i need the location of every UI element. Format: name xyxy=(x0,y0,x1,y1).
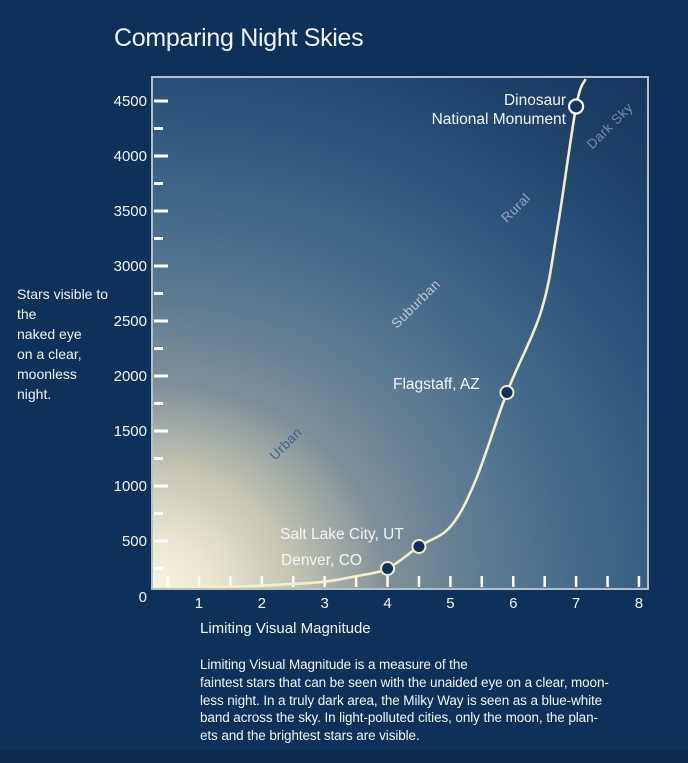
caption-text: Limiting Visual Magnitude is a measure o… xyxy=(200,657,609,744)
point-label-dinosaur-national-monument: Dinosaur National Monument xyxy=(432,92,567,128)
data-point-dinosaur-national-monument xyxy=(567,98,585,115)
data-point-flagstaff-az xyxy=(499,385,515,400)
y-tick-label-2500: 2500 xyxy=(114,313,147,330)
x-tick-label-6: 6 xyxy=(509,595,517,612)
region-label-rural: Rural xyxy=(498,190,533,225)
y-tick-label-500: 500 xyxy=(122,533,147,550)
y-tick-label-4500: 4500 xyxy=(114,93,147,110)
bottom-strip xyxy=(0,751,688,763)
region-label-dark-sky: Dark Sky xyxy=(584,100,636,152)
point-label-salt-lake-city-ut: Salt Lake City, UT xyxy=(280,526,404,543)
x-tick-label-3: 3 xyxy=(320,595,328,612)
x-tick-label-8: 8 xyxy=(635,595,643,612)
x-tick-label-5: 5 xyxy=(446,595,454,612)
point-label-denver-co: Denver, CO xyxy=(281,552,362,569)
y-tick-label-3500: 3500 xyxy=(114,203,147,220)
y-tick-label-2000: 2000 xyxy=(114,368,147,385)
star-visibility-curve xyxy=(154,78,587,588)
data-point-denver-co xyxy=(380,561,396,576)
point-label-flagstaff-az: Flagstaff, AZ xyxy=(393,376,480,393)
page-title: Comparing Night Skies xyxy=(114,24,364,52)
plot-area xyxy=(151,76,649,590)
y-axis-note: Stars visible to the naked eye on a clea… xyxy=(17,286,109,402)
region-label-urban: Urban xyxy=(267,425,305,463)
x-axis-label: Limiting Visual Magnitude xyxy=(200,620,371,637)
y-tick-label-1000: 1000 xyxy=(114,478,147,495)
data-point-salt-lake-city-ut xyxy=(411,539,427,554)
x-tick-label-4: 4 xyxy=(383,595,391,612)
region-label-suburban: Suburban xyxy=(388,276,443,331)
y-tick-label-1500: 1500 xyxy=(114,423,147,440)
x-tick-label-2: 2 xyxy=(258,595,266,612)
y-tick-label-0: 0 xyxy=(139,589,147,606)
y-tick-label-4000: 4000 xyxy=(114,148,147,165)
y-tick-label-3000: 3000 xyxy=(114,258,147,275)
x-tick-label-7: 7 xyxy=(572,595,580,612)
x-tick-label-1: 1 xyxy=(195,595,203,612)
